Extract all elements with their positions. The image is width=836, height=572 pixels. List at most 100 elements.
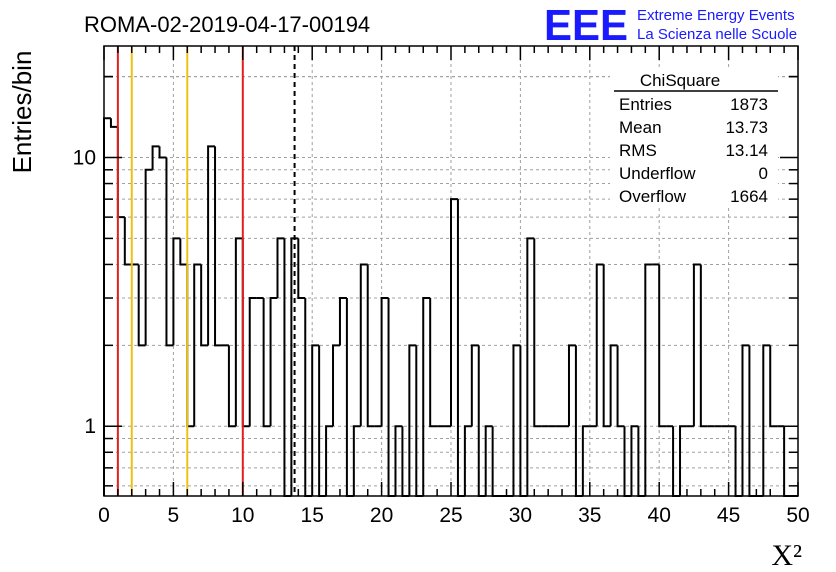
x-tick-label: 35	[578, 504, 601, 527]
histogram-bin	[644, 263, 653, 496]
axis-ticks	[103, 46, 799, 496]
histogram-bin	[380, 297, 389, 427]
histogram-bin	[769, 345, 778, 428]
histogram-bin	[332, 344, 340, 427]
histogram-bin	[103, 117, 111, 496]
stats-label: Underflow	[619, 164, 696, 183]
histogram-bin	[359, 263, 368, 427]
x-tick-label: 15	[301, 504, 324, 527]
histogram-bin	[200, 264, 209, 347]
histogram-bin	[207, 145, 216, 346]
histogram-bin	[762, 344, 771, 496]
histogram-bin	[345, 298, 354, 497]
histogram-bin	[748, 345, 757, 497]
histogram-bin	[567, 344, 576, 427]
histogram-bin	[387, 298, 396, 497]
histogram-bin	[318, 345, 327, 497]
histogram-bin	[484, 425, 493, 496]
histogram-bin	[248, 297, 257, 427]
histogram-bin	[338, 297, 347, 346]
histogram-bin	[179, 238, 188, 266]
histogram-bin	[158, 146, 167, 159]
x-tick-label: 40	[648, 504, 671, 527]
histogram-bin	[137, 264, 146, 347]
histogram-bin	[609, 344, 618, 427]
histogram-bin	[394, 425, 403, 496]
histogram-bin	[616, 345, 625, 428]
histogram-bin	[276, 237, 285, 299]
histogram-bin	[109, 118, 118, 128]
logo-letters: EEE	[544, 1, 628, 50]
histogram-bin	[290, 237, 299, 496]
y-axis-label: Entries/bin	[7, 51, 37, 174]
x-tick-labels: 0 5 10 15 20 25 30 35 40 45 50	[98, 504, 810, 527]
chart-title: ROMA-02-2019-04-17-00194	[84, 12, 370, 37]
eee-logo: EEE Extreme Energy Events La Scienza nel…	[544, 1, 797, 50]
histogram-bin	[630, 425, 639, 496]
y-tick-label: 1	[84, 415, 96, 438]
logo-line-1: Extreme Energy Events	[637, 7, 795, 24]
histogram-bin	[123, 217, 132, 266]
stats-label: Entries	[619, 95, 672, 114]
histogram-bin	[741, 344, 750, 496]
histogram-bin	[463, 425, 472, 496]
x-axis-label: X²	[771, 539, 802, 572]
histogram-bin	[519, 345, 528, 497]
histogram-bin	[450, 198, 458, 427]
histogram-bin	[456, 199, 465, 497]
histogram-bin	[214, 146, 222, 347]
stats-value: 1664	[730, 187, 768, 206]
histogram-bin	[429, 298, 438, 428]
histogram-bin	[172, 237, 181, 346]
stats-box-title: ChiSquare	[640, 71, 720, 90]
histogram-bin	[283, 238, 292, 497]
histogram-bin	[262, 298, 271, 428]
stats-value: 0	[759, 164, 768, 183]
y-tick-labels: 1 10	[73, 147, 96, 439]
histogram-bin	[311, 344, 320, 496]
stats-value: 13.73	[725, 118, 768, 137]
stats-rows: Entries 1873 Mean 13.73 RMS 13.14 Underflow 0 Ov…	[619, 95, 768, 206]
histogram-bin	[581, 425, 590, 496]
histogram-bin	[352, 425, 361, 496]
stats-value: 1873	[730, 95, 768, 114]
histogram-bin	[269, 297, 278, 427]
histogram-bin	[193, 263, 202, 427]
stats-value: 13.14	[725, 141, 768, 160]
histogram-bin	[415, 345, 424, 497]
stats-label: Overflow	[619, 187, 687, 206]
histogram-bin	[512, 344, 521, 496]
stats-box: ChiSquare Entries 1873 Mean 13.73 RMS 13.14 Un…	[610, 68, 778, 208]
x-tick-label: 50	[786, 504, 809, 527]
stats-label: Mean	[619, 118, 662, 137]
x-tick-label: 0	[98, 504, 110, 527]
histogram-bin	[574, 345, 583, 497]
x-tick-label: 25	[439, 504, 462, 527]
histogram-bin	[533, 238, 542, 428]
histogram-bin	[366, 264, 375, 428]
histogram-bin	[526, 237, 535, 496]
histogram-bin	[595, 263, 604, 427]
histogram-bin	[408, 344, 417, 496]
histogram-bin	[658, 264, 667, 428]
reference-lines	[116, 46, 296, 496]
histogram-bin	[692, 263, 701, 427]
histogram-bin	[679, 425, 687, 496]
histogram-bin	[470, 344, 479, 427]
histogram-bin	[151, 145, 160, 170]
histogram-bin	[297, 238, 306, 300]
histogram-bin	[144, 168, 153, 346]
x-tick-label: 5	[168, 504, 180, 527]
histogram-bin	[241, 238, 250, 428]
histogram-bin	[234, 237, 243, 427]
x-tick-label: 30	[509, 504, 532, 527]
histogram-bin	[602, 264, 611, 428]
histogram-bin	[165, 157, 174, 347]
histogram-bin	[116, 126, 125, 219]
histogram-bin	[477, 345, 486, 497]
x-tick-label: 10	[231, 504, 254, 527]
x-tick-label: 20	[370, 504, 393, 527]
histogram-bin	[227, 345, 236, 428]
histogram-bin	[699, 264, 708, 428]
